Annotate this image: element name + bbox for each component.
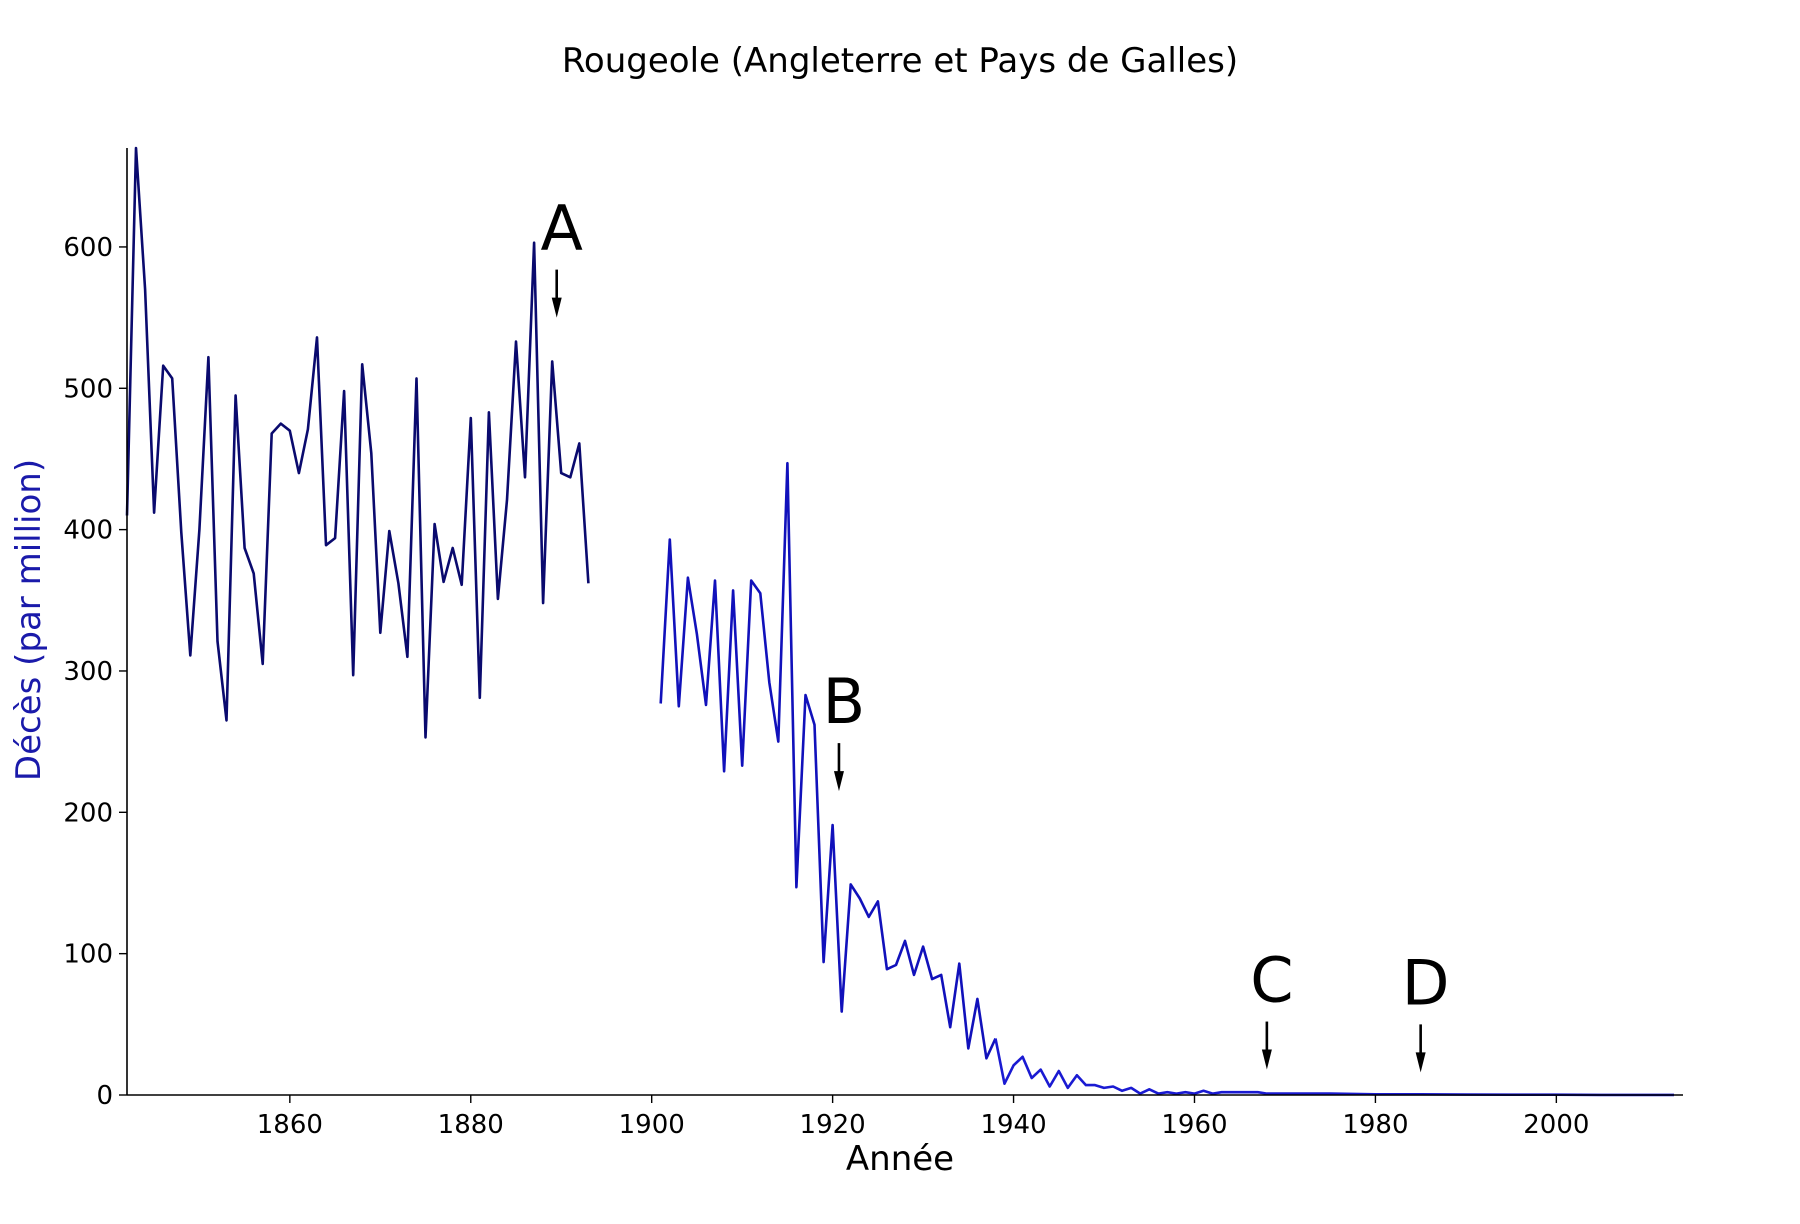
series-line-3 [994,1038,1674,1097]
annotation-c: C [1250,944,1294,1070]
x-tick-label: 1920 [800,1110,866,1140]
x-axis: 1860 1880 1900 1920 1940 1960 1980 2000 [127,1094,1683,1140]
annotation-letter: D [1402,946,1450,1019]
series-line-2 [659,461,997,1060]
y-tick-label: 100 [63,940,113,970]
y-tick-label: 0 [96,1081,113,1111]
y-tick-label: 200 [63,798,113,828]
annotations: A B C D [540,192,1450,1073]
annotation-letter: A [540,192,582,265]
y-tick-label: 300 [63,657,113,687]
x-tick-label: 1900 [619,1110,685,1140]
x-tick-label: 2000 [1523,1110,1589,1140]
y-axis: 0 100 200 300 400 500 600 [63,148,128,1111]
y-tick-label: 600 [63,233,113,263]
annotation-d: D [1402,946,1450,1073]
x-tick-label: 1880 [438,1110,504,1140]
annotation-arrow-head [1415,1052,1426,1073]
x-tick-label: 1960 [1161,1110,1227,1140]
annotation-arrow-head [833,771,844,792]
annotation-arrow-head [1261,1049,1272,1070]
annotation-letter: C [1250,944,1293,1017]
series-line-1 [125,146,590,739]
x-tick-label: 1860 [257,1110,323,1140]
x-axis-label: Année [846,1139,954,1179]
y-tick-label: 500 [63,374,113,404]
annotation-b: B [823,665,866,792]
y-axis-label: Décès (par million) [9,459,49,781]
chart-title: Rougeole (Angleterre et Pays de Galles) [562,41,1238,81]
annotation-a: A [540,192,583,318]
x-tick-label: 1940 [980,1110,1046,1140]
y-tick-label: 400 [63,516,113,546]
annotation-arrow-head [551,297,562,318]
x-tick-label: 1980 [1342,1110,1408,1140]
annotation-letter: B [823,665,866,738]
